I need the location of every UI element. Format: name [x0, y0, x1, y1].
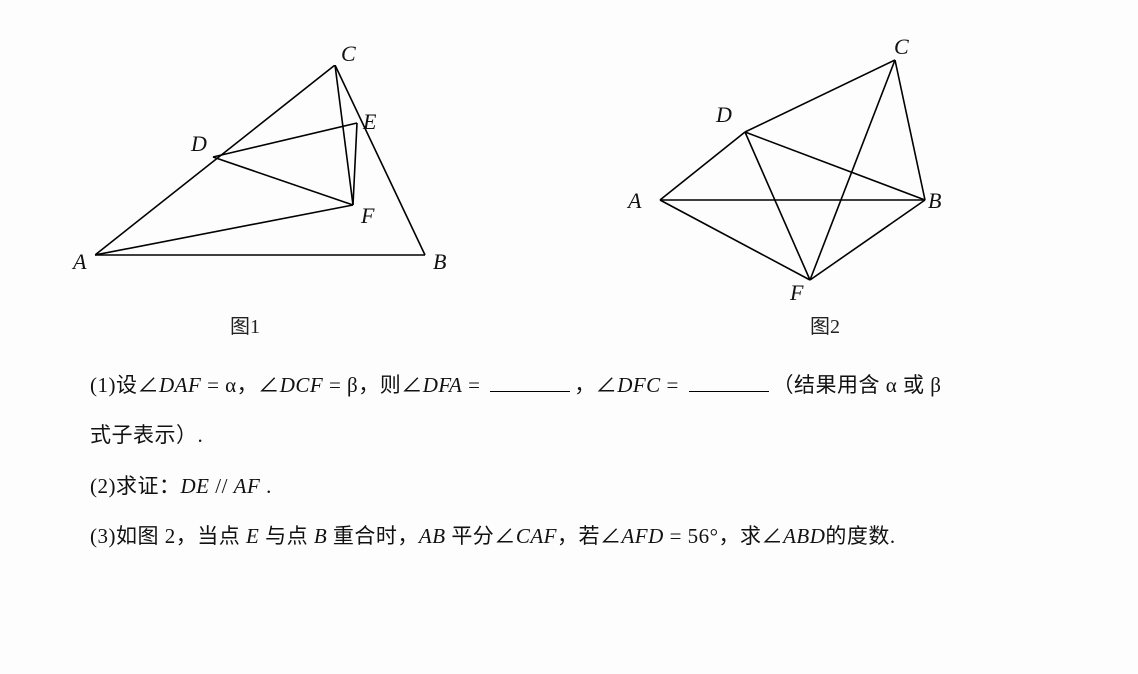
fig1-label-C: C: [341, 41, 356, 67]
fig1-label-A: A: [73, 249, 86, 275]
blank-1: [490, 368, 570, 392]
problem-line-3: (2)求证：DE // AF .: [90, 461, 1070, 511]
fig1-label-D: D: [191, 131, 207, 157]
fig1-label-F: F: [361, 203, 374, 229]
q1-mid: ，∠: [574, 373, 617, 397]
figure-1-svg: [95, 65, 455, 305]
problem-text: (1)设∠DAF = α，∠DCF = β，则∠DFA = ，∠DFC = （结…: [90, 360, 1070, 562]
q3-g: 的度数.: [825, 524, 895, 548]
sym-dfa: DFA: [423, 373, 463, 397]
problem-line-2: 式子表示）.: [90, 410, 1070, 460]
sym-AFD: AFD: [621, 524, 663, 548]
fig2-label-A: A: [628, 188, 641, 214]
sym-daf: DAF: [159, 373, 201, 397]
q2-prefix: (2)求证：: [90, 474, 181, 498]
sym-ABD: ABD: [783, 524, 825, 548]
sym-E: E: [246, 524, 259, 548]
q3-f: = 56°，求∠: [664, 524, 783, 548]
fig1-label-B: B: [433, 249, 446, 275]
figure-1-caption: 图1: [230, 310, 260, 339]
sym-CAF: CAF: [516, 524, 557, 548]
sym-AB: AB: [419, 524, 446, 548]
figure-2: A B C D F: [650, 50, 970, 350]
q1-line2: 式子表示）.: [90, 423, 203, 447]
q3-b: 与点: [259, 524, 314, 548]
fig2-label-F: F: [790, 280, 803, 306]
blank-2: [689, 368, 769, 392]
q1-eq4: =: [661, 373, 685, 397]
sym-B: B: [314, 524, 327, 548]
q2-end: .: [260, 474, 272, 498]
page-root: A B C D E F 图1 A B C D F: [0, 0, 1138, 674]
fig1-label-E: E: [363, 109, 376, 135]
problem-line-1: (1)设∠DAF = α，∠DCF = β，则∠DFA = ，∠DFC = （结…: [90, 360, 1070, 410]
sym-de: DE: [181, 474, 210, 498]
sym-dcf: DCF: [280, 373, 324, 397]
figure-1: A B C D E F: [95, 65, 455, 365]
problem-line-4: (3)如图 2，当点 E 与点 B 重合时，AB 平分∠CAF，若∠AFD = …: [90, 511, 1070, 561]
q3-c: 重合时，: [327, 524, 419, 548]
figure-2-svg: [650, 50, 970, 310]
q1-eq1: = α，∠: [201, 373, 279, 397]
q1-prefix: (1)设∠: [90, 373, 159, 397]
q3-e: ，若∠: [557, 524, 622, 548]
q1-tail: （结果用含 α 或 β: [773, 373, 942, 397]
q1-eq2: = β，则∠: [323, 373, 423, 397]
figures-row: A B C D E F 图1 A B C D F: [0, 20, 1138, 320]
fig2-label-D: D: [716, 102, 732, 128]
sym-dfc: DFC: [617, 373, 661, 397]
figure-2-caption: 图2: [810, 310, 840, 339]
fig2-label-C: C: [894, 34, 909, 60]
sym-af: AF: [234, 474, 261, 498]
q1-eq3: =: [462, 373, 486, 397]
q3-a: (3)如图 2，当点: [90, 524, 246, 548]
fig2-label-B: B: [928, 188, 941, 214]
q3-d: 平分∠: [446, 524, 516, 548]
q2-par: //: [210, 474, 234, 498]
